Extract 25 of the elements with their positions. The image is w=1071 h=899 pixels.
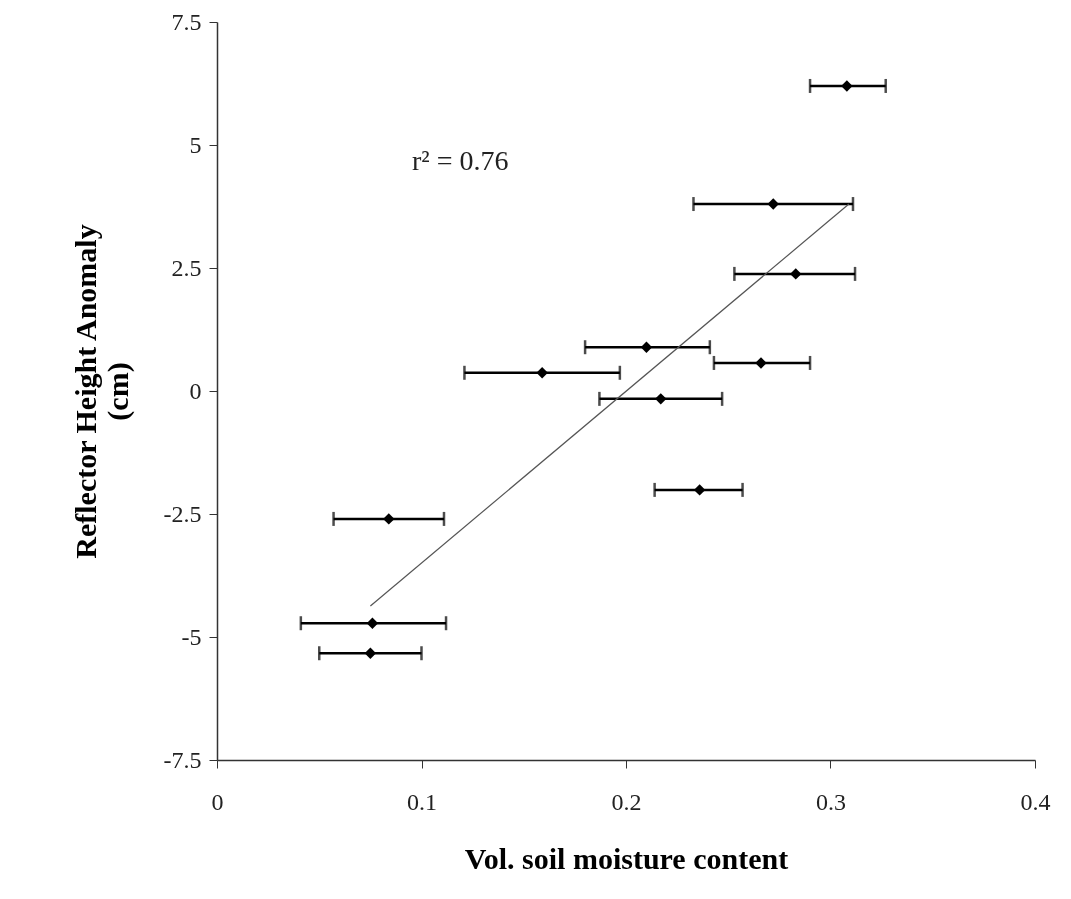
point bbox=[841, 80, 853, 92]
annotation: r² = 0.76 bbox=[412, 145, 509, 176]
x-tick-label: 0.3 bbox=[816, 788, 846, 815]
y-tick-label: 5 bbox=[189, 131, 202, 158]
y-tick-label: 7.5 bbox=[171, 8, 202, 35]
point bbox=[364, 647, 377, 659]
x-tick-label: 0 bbox=[211, 788, 224, 815]
x-tick-label: 0.2 bbox=[611, 788, 642, 815]
point bbox=[536, 367, 548, 379]
point bbox=[790, 268, 802, 280]
point bbox=[640, 341, 653, 353]
point bbox=[755, 357, 767, 369]
y-tick-label: 2.5 bbox=[171, 254, 202, 281]
point bbox=[655, 393, 667, 405]
x-axis-title: Vol. soil moisture content bbox=[464, 841, 789, 875]
x-tick-label: 0.4 bbox=[1020, 788, 1051, 815]
y-tick-label: -7.5 bbox=[163, 746, 202, 773]
y-tick-label: -2.5 bbox=[163, 500, 202, 527]
y-axis-title: Reflector Height Anomaly (cm) bbox=[68, 224, 135, 559]
point bbox=[366, 617, 379, 629]
y-tick-label: -5 bbox=[181, 623, 202, 650]
point bbox=[383, 513, 395, 525]
y-tick-label: 0 bbox=[189, 377, 202, 404]
point bbox=[767, 198, 779, 210]
x-tick-label: 0.1 bbox=[407, 788, 437, 815]
